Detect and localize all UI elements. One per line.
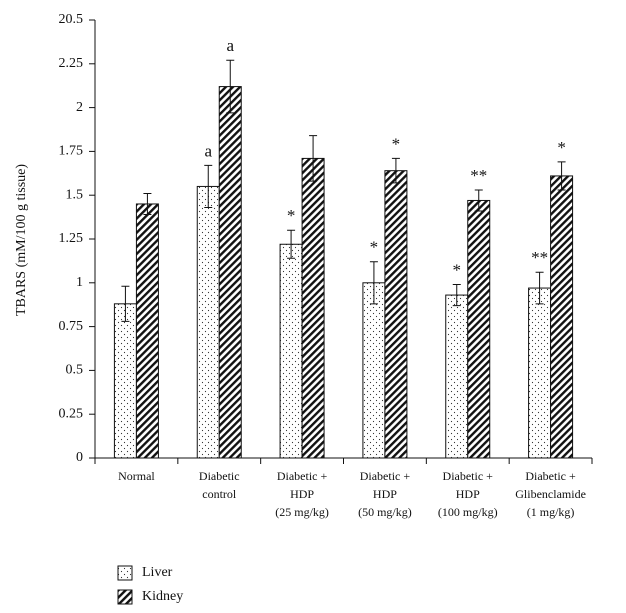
x-tick-label: Diabetic + (277, 469, 328, 483)
error-bar (309, 135, 318, 182)
legend-swatch (117, 565, 133, 581)
annotation: * (557, 138, 566, 157)
y-tick-label: 1.25 (59, 231, 84, 246)
annotation: ** (531, 248, 548, 267)
x-tick-label: Diabetic + (525, 469, 576, 483)
x-tick-label: (1 mg/kg) (527, 505, 575, 519)
y-tick-label: 0.25 (59, 406, 84, 421)
x-tick-label: (100 mg/kg) (438, 505, 498, 519)
bar (113, 303, 137, 459)
y-tick-label: 0.5 (66, 363, 84, 378)
y-tick-label: 1 (76, 275, 83, 290)
x-tick-label: (50 mg/kg) (358, 505, 412, 519)
x-tick-label: Diabetic (199, 469, 240, 483)
x-tick-label: HDP (373, 487, 397, 501)
bar (362, 282, 386, 459)
x-tick-label: Diabetic + (443, 469, 494, 483)
legend-swatch (117, 589, 133, 605)
error-bar (287, 229, 296, 259)
annotation: * (287, 206, 296, 225)
bar (218, 86, 242, 459)
x-tick-label: Normal (118, 469, 155, 483)
bar (301, 157, 325, 459)
y-tick-label: 1.5 (66, 187, 84, 202)
error-bar (557, 161, 566, 191)
bar (135, 203, 159, 459)
bar (384, 170, 408, 459)
y-axis-label: TBARS (mM/100 g tissue) (14, 164, 29, 316)
x-tick-label: (25 mg/kg) (275, 505, 329, 519)
x-tick-label: HDP (290, 487, 314, 501)
bar (550, 175, 574, 459)
bar (528, 287, 552, 459)
annotation: a (204, 141, 212, 160)
annotation: * (370, 238, 379, 257)
error-bar (143, 192, 152, 215)
annotation: ** (470, 166, 487, 185)
error-bar (452, 284, 461, 307)
y-tick-label: 0.75 (59, 319, 84, 334)
y-tick-label: 20.5 (59, 12, 84, 27)
error-bar (204, 164, 213, 208)
annotation: * (392, 134, 401, 153)
bar (196, 185, 220, 459)
error-bar (535, 271, 544, 305)
error-bar (121, 285, 130, 322)
x-tick-label: control (202, 487, 237, 501)
bar (467, 199, 491, 459)
bar (279, 243, 303, 459)
annotation: * (453, 260, 462, 279)
y-tick-label: 2.25 (59, 56, 84, 71)
error-bar (391, 157, 400, 184)
x-tick-label: Glibenclamide (515, 487, 586, 501)
x-tick-label: Diabetic + (360, 469, 411, 483)
y-tick-label: 1.75 (59, 144, 84, 159)
x-tick-label: HDP (456, 487, 480, 501)
bar (445, 294, 469, 459)
annotation: a (226, 36, 234, 55)
legend-label: Kidney (142, 589, 183, 604)
y-tick-label: 2 (76, 100, 83, 115)
error-bar (226, 59, 235, 114)
legend-label: Liver (142, 565, 173, 580)
error-bar (474, 189, 483, 212)
y-tick-label: 0 (76, 450, 83, 465)
error-bar (369, 261, 378, 305)
